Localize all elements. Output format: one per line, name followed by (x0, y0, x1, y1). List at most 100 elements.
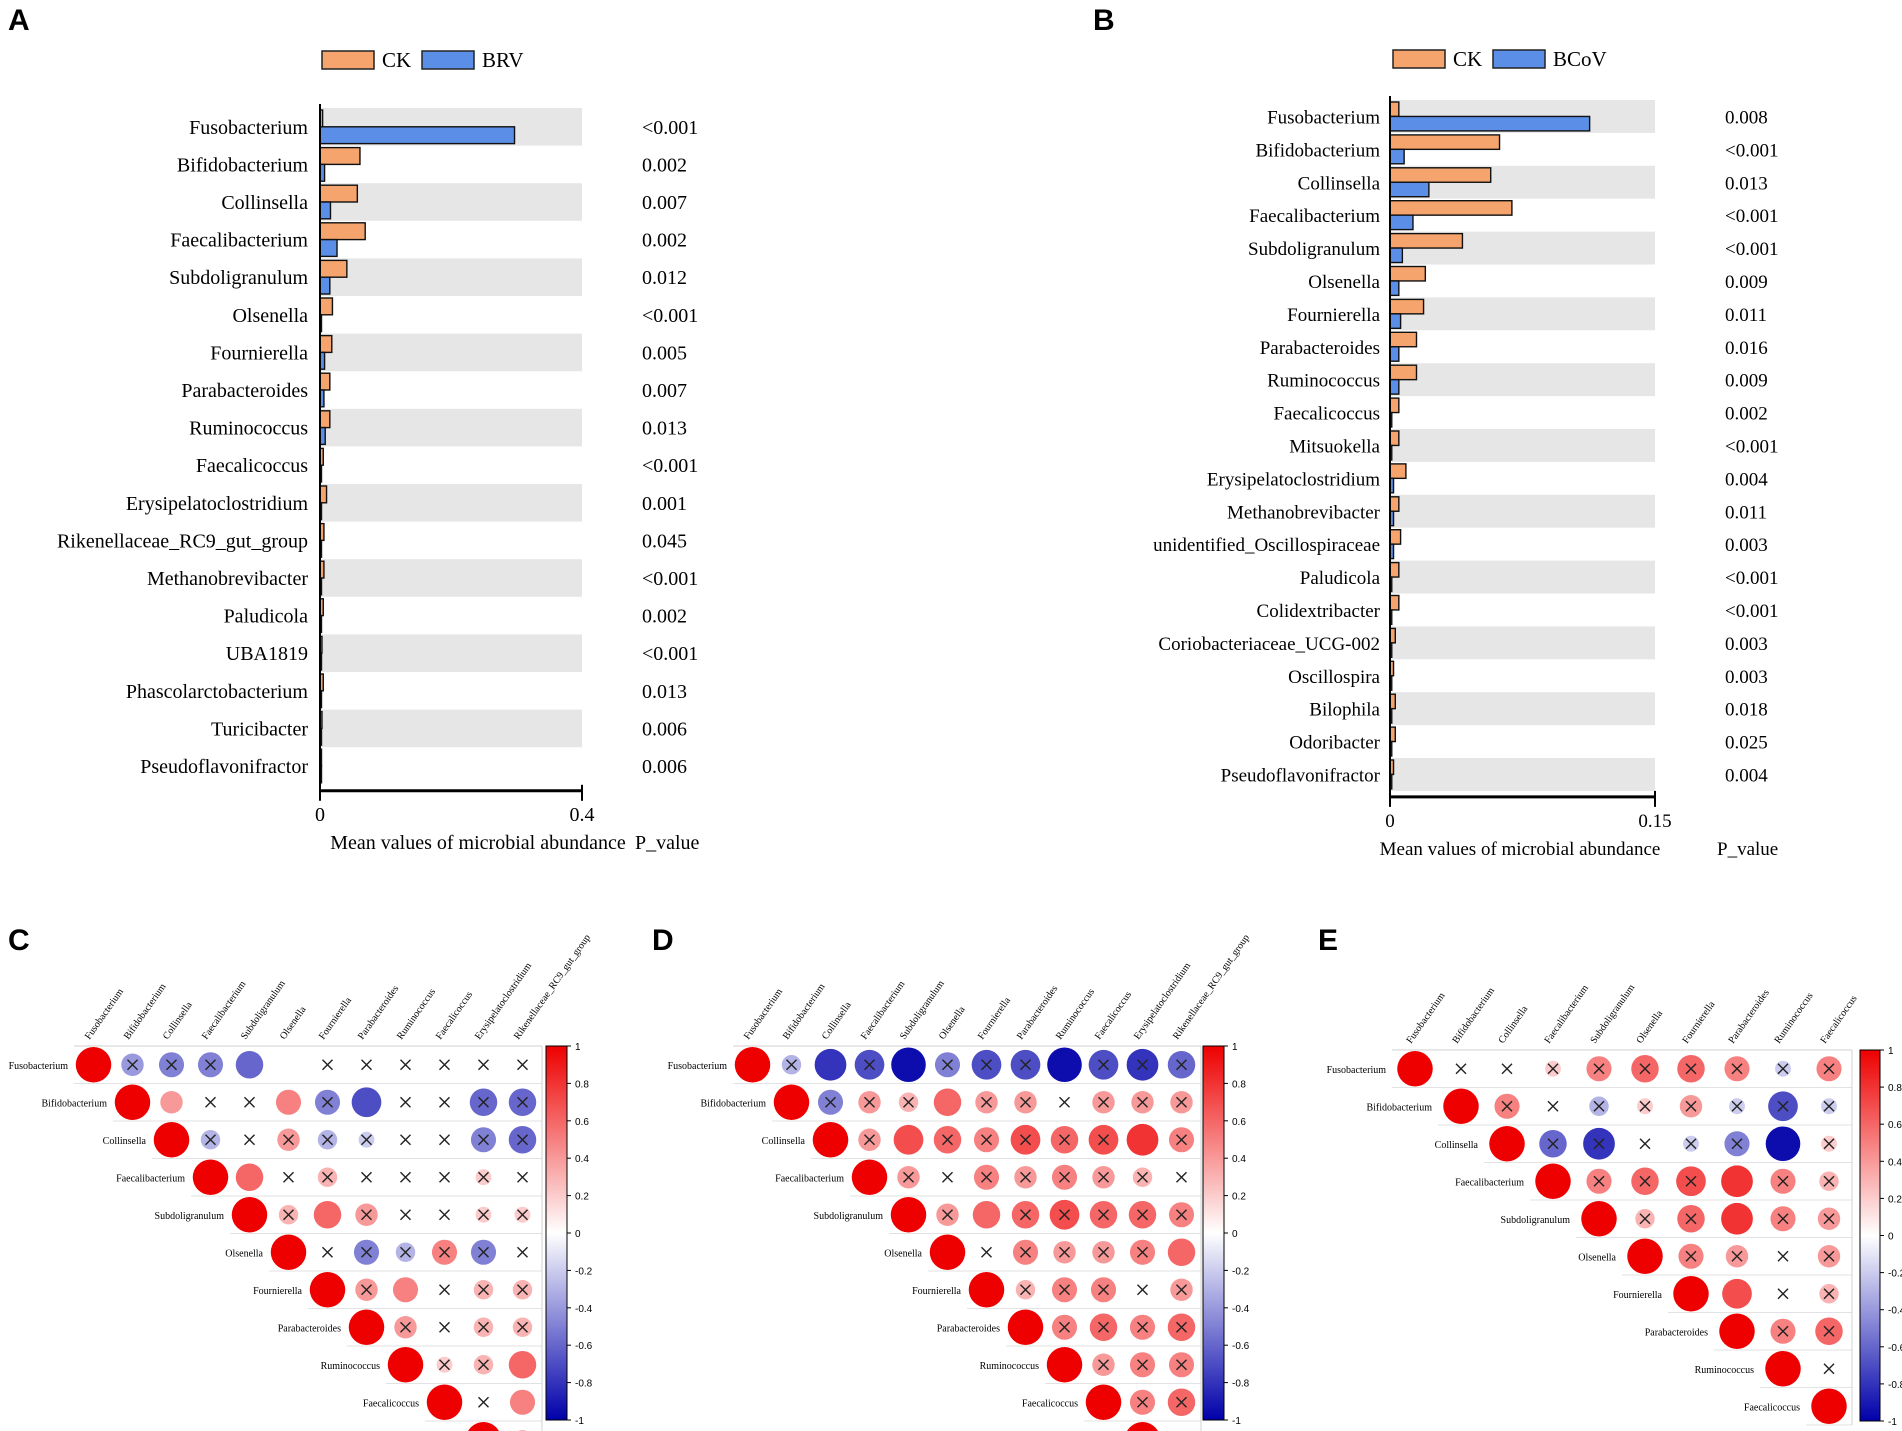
column-label: Collinsella (1496, 1003, 1530, 1045)
nonsignificant-cross (361, 1209, 372, 1221)
p-value-label: <0.001 (1725, 568, 1778, 589)
category-label: Collinsella (1298, 173, 1381, 194)
category-label: Fournierella (1287, 305, 1380, 326)
nonsignificant-cross (1098, 1059, 1109, 1071)
row-label: Bifidobacterium (41, 1098, 107, 1109)
nonsignificant-cross (1731, 1250, 1743, 1262)
correlation-circle (929, 1234, 966, 1270)
nonsignificant-cross (361, 1171, 372, 1183)
nonsignificant-cross (1777, 1325, 1789, 1337)
nonsignificant-cross (825, 1096, 836, 1108)
p-value-label: 0.011 (1725, 305, 1767, 326)
legend: CK BRV (321, 48, 524, 72)
p-value-label: 0.045 (642, 530, 687, 552)
p-value-label: <0.001 (1725, 140, 1778, 161)
correlation-circle (468, 1422, 499, 1431)
row-stripe (1390, 429, 1655, 462)
nonsignificant-cross (1059, 1171, 1070, 1183)
category-label: Mitsuokella (1289, 436, 1380, 457)
nonsignificant-cross (400, 1059, 411, 1071)
category-label: Colidextribacter (1257, 601, 1381, 622)
nonsignificant-cross (517, 1096, 528, 1108)
panel-c-correlation-heatmap: Fusobacterium Bifidobacterium Collinsella F… (9, 933, 593, 1431)
nonsignificant-cross (1501, 1100, 1513, 1112)
bar-ck-fournierella (1389, 298, 1425, 315)
column-label: Olsenella (1634, 1008, 1665, 1046)
bar-bcov-bifidobacterium (1389, 148, 1405, 165)
p-value-label: 0.001 (642, 493, 687, 515)
nonsignificant-cross (1639, 1063, 1651, 1075)
row-stripe (1390, 363, 1655, 397)
bar-ck-erysipelatoclostridium (1389, 463, 1407, 480)
colorbar-tick-label: -0.6 (1888, 1343, 1902, 1354)
correlation-circle (1722, 1278, 1752, 1309)
p-value-label: 0.011 (1725, 502, 1767, 523)
legend-label-brv: BRV (482, 48, 524, 72)
correlation-circle (313, 1201, 342, 1229)
category-label: Erysipelatoclostridium (126, 493, 309, 515)
correlation-circle (270, 1234, 307, 1270)
column-label: Parabacteroides (356, 983, 401, 1041)
correlation-circle (1721, 1202, 1753, 1235)
bar-ck-colidextribacter (1389, 594, 1400, 611)
nonsignificant-cross (1823, 1063, 1835, 1075)
nonsignificant-cross (1593, 1100, 1605, 1112)
bar-bcov-fusobacterium (1389, 115, 1591, 132)
p-value-label: 0.013 (1725, 173, 1768, 194)
nonsignificant-cross (1823, 1325, 1835, 1337)
correlation-circle (1443, 1088, 1479, 1124)
nonsignificant-cross (942, 1209, 953, 1221)
row-label: Olsenella (225, 1248, 263, 1259)
p-value-label: 0.004 (1725, 765, 1768, 786)
p-value-label: 0.007 (642, 192, 687, 214)
nonsignificant-cross (439, 1246, 450, 1258)
correlation-circle (160, 1091, 183, 1114)
column-label: Rikenellaceae_RC9_gut_group (512, 933, 593, 1042)
bar-bcov-faecalibacterium (1389, 214, 1414, 231)
bar-ck-fournierella (319, 334, 333, 354)
nonsignificant-cross (1823, 1288, 1835, 1300)
nonsignificant-cross (361, 1246, 372, 1258)
nonsignificant-cross (1137, 1171, 1148, 1183)
nonsignificant-cross (1098, 1096, 1109, 1108)
nonsignificant-cross (1020, 1209, 1031, 1221)
colorbar-tick-label: -1 (1232, 1416, 1241, 1427)
p-value-label: 0.006 (642, 718, 687, 740)
row-stripe (1390, 626, 1655, 660)
nonsignificant-cross (903, 1171, 914, 1183)
bar-ck-faecalicoccus (1389, 397, 1400, 414)
correlation-circle (968, 1272, 1005, 1308)
row-label: Olsenella (1578, 1252, 1616, 1263)
nonsignificant-cross (205, 1134, 216, 1146)
correlation-circle (426, 1384, 463, 1420)
nonsignificant-cross (1059, 1134, 1070, 1146)
colorbar-tick-label: -0.8 (575, 1379, 593, 1390)
column-label: Fusobacterium (742, 987, 785, 1042)
category-label: unidentified_Oscillospiraceae (1153, 535, 1380, 556)
correlation-circle (75, 1047, 112, 1083)
correlation-circle (1673, 1276, 1709, 1312)
colorbar-tick-label: -0.6 (1232, 1341, 1250, 1352)
category-label: Coriobacteriaceae_UCG-002 (1158, 634, 1380, 655)
category-label: Pseudoflavonifractor (1221, 765, 1381, 786)
column-label: Rikenellaceae_RC9_gut_group (1171, 933, 1252, 1042)
p-value-label: <0.001 (642, 455, 698, 477)
column-label: Olsenella (937, 1004, 968, 1042)
category-label: UBA1819 (226, 643, 308, 665)
category-label: Faecalibacterium (170, 230, 308, 252)
row-label: Bifidobacterium (1366, 1102, 1432, 1113)
nonsignificant-cross (864, 1134, 875, 1146)
category-label: Odoribacter (1289, 733, 1380, 754)
nonsignificant-cross (1685, 1100, 1697, 1112)
p-value-label: 0.003 (1725, 634, 1768, 655)
column-label: Fournierella (1680, 999, 1717, 1046)
p-value-label: 0.025 (1725, 733, 1768, 754)
panel-b-bar-chart: CK BCoV Fusobacterium 0.008 Bifidobacterium <… (1153, 47, 1778, 860)
bar-brv-subdoligranulum (319, 276, 331, 295)
nonsignificant-cross (864, 1059, 875, 1071)
column-label: Bifidobacterium (1450, 986, 1497, 1046)
correlation-circle (235, 1163, 264, 1191)
p-value-label: 0.002 (642, 230, 687, 252)
nonsignificant-cross (1137, 1096, 1148, 1108)
bar-ck-fusobacterium (1389, 101, 1400, 118)
